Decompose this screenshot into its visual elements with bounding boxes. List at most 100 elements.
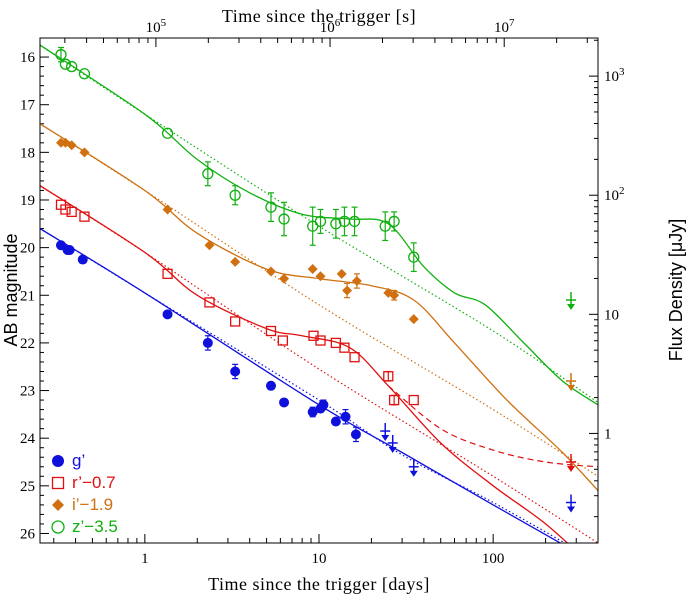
- y-tick-label: 25: [20, 479, 35, 495]
- data-point: [230, 256, 241, 267]
- y-tick-label: 20: [20, 241, 35, 257]
- data-point: [408, 251, 420, 263]
- model-dotted-curve: [40, 185, 598, 543]
- y-tick-label: 16: [20, 50, 36, 66]
- data-point: [350, 429, 361, 440]
- legend-label: i’−1.9: [72, 495, 113, 514]
- data-point: [52, 499, 64, 511]
- data-point: [202, 168, 214, 180]
- data-point: [340, 411, 351, 422]
- data-point: [162, 204, 173, 215]
- data-point: [307, 264, 318, 275]
- data-point: [278, 213, 290, 225]
- data-point: [60, 204, 71, 215]
- legend-label: z’−3.5: [72, 517, 118, 536]
- data-point: [330, 218, 342, 230]
- data-point: [79, 147, 90, 158]
- model-dashed-curve: [387, 385, 598, 468]
- upper-limit-arrow: [567, 385, 576, 392]
- y-tick-label: 22: [20, 336, 35, 352]
- data-point: [265, 325, 277, 337]
- data-point: [161, 127, 174, 139]
- data-point: [51, 476, 65, 490]
- tick-labels: 1 10 100 105 106 107 16 17 18 19 20 21 22 23 24 25 26 103…: [20, 17, 625, 567]
- x-tick-label: 10: [312, 551, 327, 567]
- data-point: [204, 240, 215, 251]
- upper-limit-arrow: [567, 506, 576, 513]
- data-point: [339, 342, 350, 353]
- data-point: [279, 397, 290, 408]
- data-point: [388, 215, 400, 228]
- legend-label: r’−0.7: [72, 473, 116, 492]
- data-point: [349, 352, 360, 363]
- data-point: [307, 406, 318, 417]
- y-axis-title: AB magnitude: [1, 233, 21, 346]
- data-point: [79, 211, 90, 222]
- data-point: [162, 309, 173, 320]
- x-tick-label: 100: [482, 551, 505, 567]
- data-point: [64, 245, 75, 256]
- data-point: [55, 49, 67, 61]
- y-tick-label: 26: [20, 526, 36, 542]
- upper-limit-arrow: [381, 435, 390, 442]
- data-point: [314, 215, 327, 228]
- right-tick-label: 102: [604, 185, 625, 204]
- data-point: [315, 271, 326, 282]
- data-point: [379, 220, 391, 232]
- y-tick-label: 24: [20, 431, 36, 447]
- data-point: [383, 371, 394, 382]
- right-axis-title: Flux Density [μJy]: [666, 219, 686, 361]
- data-point: [52, 455, 64, 467]
- data-point: [279, 273, 290, 284]
- upper-limit-arrow: [567, 304, 576, 311]
- upper-limit-arrow: [409, 470, 418, 477]
- top-tick-label: 107: [494, 17, 515, 36]
- data-point: [265, 380, 276, 391]
- data-point: [229, 316, 241, 327]
- upper-limit-arrow: [567, 466, 576, 473]
- right-tick-label: 103: [604, 66, 625, 85]
- top-tick-label: 106: [320, 17, 341, 36]
- data-point: [66, 140, 77, 151]
- right-tick-label: 1: [604, 426, 612, 442]
- upper-limit-arrow: [388, 446, 397, 453]
- data-point: [66, 206, 77, 218]
- data-point: [277, 335, 288, 346]
- data-point: [330, 416, 341, 427]
- data-point: [351, 275, 362, 286]
- data-point: [229, 189, 241, 201]
- data-point: [51, 520, 65, 534]
- model-dotted-curve: [40, 44, 598, 403]
- legend: g’ r’−0.7 i’−1.9 z’−3.5: [51, 451, 118, 536]
- data-point: [162, 268, 173, 279]
- x-tick-label: 1: [141, 551, 149, 567]
- y-tick-label: 19: [20, 193, 35, 209]
- data-point: [66, 60, 78, 73]
- data-point: [348, 215, 361, 228]
- data-point: [408, 314, 419, 325]
- data-point: [202, 337, 213, 348]
- y-tick-label: 23: [20, 384, 35, 400]
- model-solid-curve: [40, 185, 569, 543]
- right-tick-label: 10: [604, 307, 619, 323]
- plot-frame: [39, 37, 599, 544]
- model-solid-curve: [40, 44, 598, 406]
- model-solid-curve: [40, 123, 598, 492]
- data-point: [388, 394, 400, 406]
- data-point: [265, 201, 277, 213]
- data-point: [265, 266, 276, 277]
- y-tick-label: 17: [20, 98, 36, 114]
- data-point: [336, 268, 347, 279]
- y-tick-label: 21: [20, 288, 35, 304]
- data-point: [318, 399, 329, 410]
- y-tick-label: 18: [20, 145, 35, 161]
- top-axis-title: Time since the trigger [s]: [222, 6, 416, 26]
- data-point: [315, 335, 326, 346]
- data-point: [59, 58, 72, 70]
- top-tick-label: 105: [146, 17, 167, 36]
- data-points: [55, 46, 577, 513]
- data-point: [342, 285, 353, 296]
- data-point: [408, 394, 419, 406]
- legend-label: g’: [72, 451, 85, 470]
